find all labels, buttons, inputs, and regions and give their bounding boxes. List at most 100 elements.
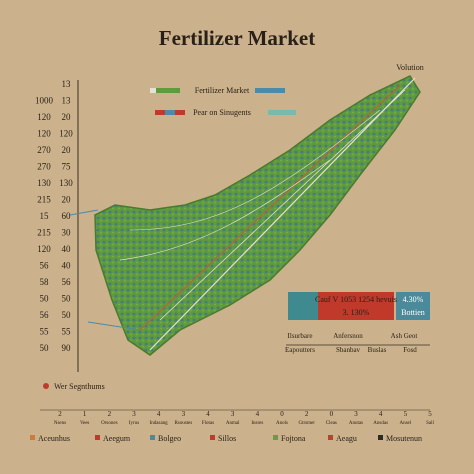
bottom-tick: 4	[256, 410, 260, 418]
info-text: Bottien	[401, 308, 425, 317]
info-text: 3. 130%	[343, 308, 370, 317]
bottom-label: Anols	[276, 421, 288, 426]
bottom-label: Ansdas	[373, 421, 388, 426]
axis-label: 13	[62, 79, 72, 89]
legend-swatch	[210, 435, 215, 440]
legend-label: Pear on Sinugents	[193, 108, 251, 117]
legend-label: Fojtona	[281, 434, 306, 443]
top-legend-swatches	[150, 88, 296, 115]
axis-label: 20	[62, 195, 72, 205]
bottom-tick: 3	[132, 410, 136, 418]
bottom-label: Orsones	[101, 421, 117, 426]
legend-label: Fertilizer Market	[195, 86, 250, 95]
axis-label: 20	[62, 145, 72, 155]
bottom-label: Ansel	[399, 421, 411, 426]
axis-label: 56	[62, 277, 72, 287]
legend-label: Sillos	[218, 434, 236, 443]
info-box-accent	[288, 292, 318, 320]
axis-label: 90	[62, 343, 72, 353]
axis-label: 50	[40, 343, 50, 353]
info-label: Sbanbav	[336, 346, 361, 354]
axis-label: 55	[62, 327, 72, 337]
bottom-tick: 4	[157, 410, 161, 418]
bottom-tick: 2	[108, 410, 112, 418]
axis-label: 130	[59, 178, 73, 188]
axis-label: 120	[37, 244, 51, 254]
bottom-tick: 0	[330, 410, 334, 418]
bottom-label: Iyrus	[129, 421, 139, 426]
bottom-label: Rsoustes	[174, 421, 192, 426]
bottom-label: Flotas	[202, 421, 214, 426]
info-text: Cauf V 1053 1254 hevuis	[315, 295, 397, 304]
info-text: 4.30%	[403, 295, 424, 304]
legend-label: Aceunhus	[38, 434, 70, 443]
bottom-label: Nsens	[54, 421, 66, 426]
legend-swatch	[328, 435, 333, 440]
legend-swatch	[273, 435, 278, 440]
info-label: Ilsurbare	[288, 332, 313, 340]
axis-label: 60	[62, 211, 72, 221]
axis-label: 120	[37, 129, 51, 139]
bottom-tick: 0	[280, 410, 284, 418]
axis-label: 75	[62, 162, 72, 172]
note-dot	[43, 383, 49, 389]
axis-label: 50	[62, 310, 72, 320]
axis-label: 40	[62, 261, 72, 271]
bottom-tick: 3	[354, 410, 358, 418]
axis-label: 55	[40, 327, 50, 337]
bottom-label: Anutas	[349, 421, 363, 426]
axis-label: 13	[62, 96, 72, 106]
bottom-label: Indasang	[150, 421, 169, 426]
bottom-tick: 2	[305, 410, 309, 418]
axis-label: 215	[37, 195, 51, 205]
corner-label: Volution	[396, 63, 423, 72]
axis-label: 1000	[35, 96, 54, 106]
bottom-tick: 3	[231, 410, 235, 418]
bottom-label: Vees	[80, 421, 89, 426]
bottom-tick: 5	[404, 410, 408, 418]
axis-label: 50	[62, 294, 72, 304]
axis-label: 215	[37, 228, 51, 238]
axis-label: 130	[37, 178, 51, 188]
axis-label: 30	[62, 228, 72, 238]
bottom-tick: 4	[206, 410, 210, 418]
bottom-label: Gtrsmer	[298, 421, 315, 426]
info-box-right	[396, 292, 430, 320]
bottom-label: Insres	[251, 421, 263, 426]
axis-label: 120	[37, 112, 51, 122]
axis-label: 270	[37, 145, 51, 155]
bottom-tick: 3	[182, 410, 186, 418]
legend-label: Bolgeo	[158, 434, 181, 443]
info-label: Eapoutters	[285, 346, 315, 354]
info-label: Fosd	[403, 346, 417, 354]
bottom-tick: 4	[379, 410, 383, 418]
bottom-tick: 1	[83, 410, 87, 418]
legend-swatch	[150, 435, 155, 440]
axis-label: 270	[37, 162, 51, 172]
legend-swatch	[378, 435, 383, 440]
bottom-label: Cleas	[326, 421, 337, 426]
legend-swatch	[30, 435, 35, 440]
info-label: Buslas	[368, 346, 387, 354]
axis-label: 58	[40, 277, 50, 287]
axis-label: 15	[40, 211, 50, 221]
info-label: Ash Geot	[391, 332, 418, 340]
legend-label: Aeagu	[336, 434, 357, 443]
bottom-tick: 2	[58, 410, 62, 418]
legend-swatch	[95, 435, 100, 440]
legend-label: Mosutenun	[386, 434, 422, 443]
axis-label: 40	[62, 244, 72, 254]
legend-label: Aeegum	[103, 434, 131, 443]
axis-label: 20	[62, 112, 72, 122]
title: Fertilizer Market	[159, 26, 315, 50]
axis-label: 120	[59, 129, 73, 139]
axis-label: 56	[40, 261, 50, 271]
bottom-label: Sall	[426, 421, 434, 426]
side-note: Wer Segnthums	[54, 382, 105, 391]
bottom-label: Anmal	[226, 421, 240, 426]
map	[69, 75, 421, 356]
info-label: Anfersnon	[333, 332, 363, 340]
axis-label: 50	[40, 294, 50, 304]
axis-label: 56	[40, 310, 50, 320]
